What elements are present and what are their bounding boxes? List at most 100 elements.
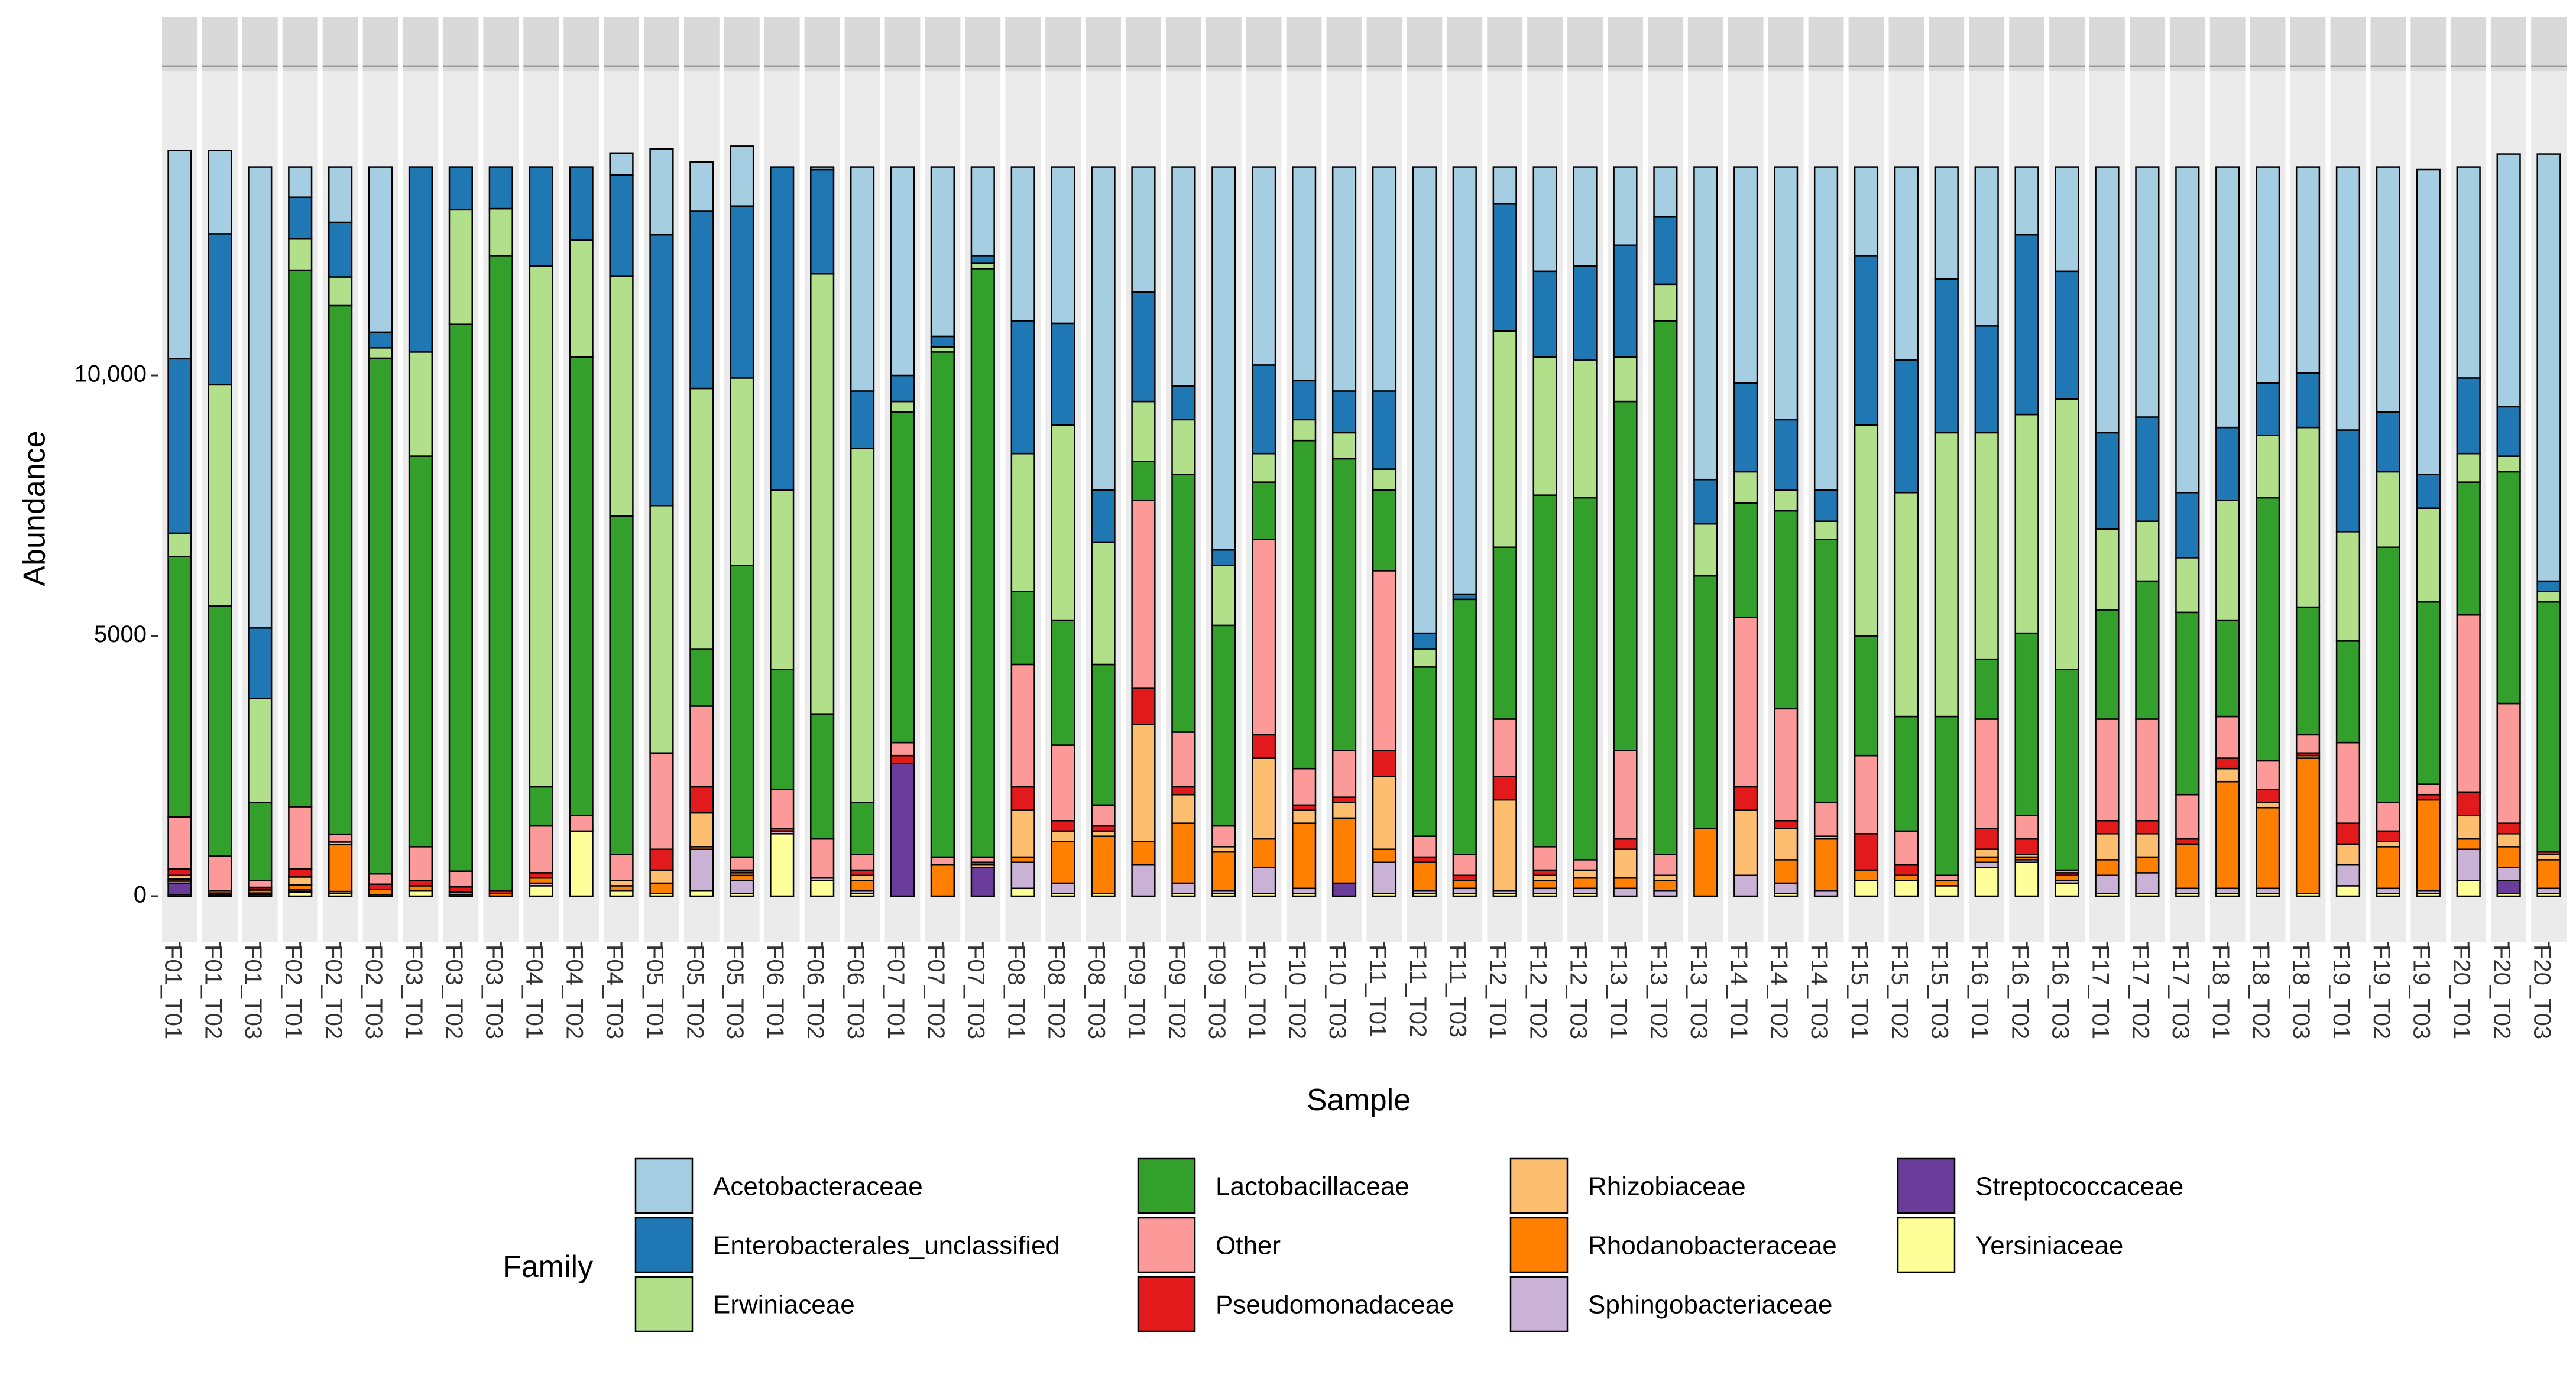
bar-segment-enterobacterales-unclassified xyxy=(1733,382,1758,473)
bar-segment-pseudomonadaceae xyxy=(2496,822,2521,835)
bar-segment-other xyxy=(1934,874,1959,881)
bar-segment-rhodanobacteraceae xyxy=(1051,841,1075,884)
facet-strip-header xyxy=(1687,17,1723,71)
bar-segment-erwiniaceae xyxy=(1532,356,1557,496)
bar-segment-pseudomonadaceae xyxy=(1974,828,1999,850)
bar-segment-acetobacteraceae xyxy=(368,166,393,333)
x-tick-label: F14_T03 xyxy=(1806,945,1832,1039)
x-tick-label: F09_T01 xyxy=(1123,945,1149,1039)
bar-segment-rhodanobacteraceae xyxy=(2295,757,2321,894)
bar-segment-rhodanobacteraceae xyxy=(2256,806,2280,890)
bar-segment-erwiniaceae xyxy=(1934,432,1959,718)
x-tick-label: F20_T03 xyxy=(2529,945,2555,1039)
bar-segment-lactobacillaceae xyxy=(167,556,192,818)
bar-segment-other xyxy=(1131,500,1156,689)
x-tick-label: F03_T01 xyxy=(401,945,427,1039)
facet-strip-header xyxy=(563,17,600,71)
bar-segment-other xyxy=(1492,718,1517,777)
x-tick-label: F16_T01 xyxy=(1967,945,1993,1039)
bar-segment-other xyxy=(770,789,795,829)
bar-segment-enterobacterales-unclassified xyxy=(1091,489,1116,543)
x-tick-label: F07_T02 xyxy=(923,945,949,1039)
bar-segment-acetobacteraceae xyxy=(1653,166,1678,218)
bar-segment-yersiniaceae xyxy=(1934,885,1959,897)
bar-segment-enterobacterales-unclassified xyxy=(288,196,313,240)
bar-segment-lactobacillaceae xyxy=(1813,539,1839,803)
bar-segment-pseudomonadaceae xyxy=(649,848,674,871)
bar-segment-sphingobacteriaceae xyxy=(2135,872,2160,894)
bar-segment-erwiniaceae xyxy=(1372,468,1397,491)
bar-segment-acetobacteraceae xyxy=(2456,166,2481,379)
x-tick-label: F07_T01 xyxy=(883,945,909,1039)
bar-segment-erwiniaceae xyxy=(2536,591,2561,603)
bar-segment-pseudomonadaceae xyxy=(2175,838,2200,845)
bar-segment-acetobacteraceae xyxy=(1613,166,1638,246)
bar-segment-other xyxy=(1412,835,1437,858)
bar-segment-rhodanobacteraceae xyxy=(1252,838,1276,868)
facet-strip-header xyxy=(1768,17,1804,71)
x-tick-label: F07_T03 xyxy=(963,945,989,1039)
facet-strip-header xyxy=(1045,17,1081,71)
x-tick-label: F10_T01 xyxy=(1244,945,1270,1039)
bar-segment-lactobacillaceae xyxy=(1774,510,1799,710)
bar-segment-erwiniaceae xyxy=(248,697,273,803)
bar-segment-rhodanobacteraceae xyxy=(1934,880,1959,887)
bar-segment-erwiniaceae xyxy=(1252,452,1276,483)
x-tick-label: F02_T02 xyxy=(320,945,346,1039)
x-tick-label: F08_T03 xyxy=(1083,945,1109,1039)
bar-segment-rhizobiaceae xyxy=(1974,848,1999,858)
bar-segment-rhodanobacteraceae xyxy=(1372,848,1397,863)
bar-segment-lactobacillaceae xyxy=(448,323,473,872)
bar-segment-acetobacteraceae xyxy=(1733,166,1758,384)
legend-label-other: Other xyxy=(1216,1231,1281,1260)
bar-segment-rhodanobacteraceae xyxy=(1894,874,1919,881)
bar-segment-pseudomonadaceae xyxy=(1452,874,1477,881)
bar-segment-acetobacteraceae xyxy=(1211,166,1236,551)
bar-segment-rhizobiaceae xyxy=(1010,809,1035,858)
bar-segment-erwiniaceae xyxy=(2135,520,2160,582)
bar-segment-lactobacillaceae xyxy=(529,786,553,827)
bar-segment-erwiniaceae xyxy=(328,276,353,307)
bar-segment-rhizobiaceae xyxy=(1131,724,1156,842)
bar-segment-enterobacterales-unclassified xyxy=(248,627,273,699)
bar-segment-sphingobacteriaceae xyxy=(1252,867,1276,894)
bar-segment-sphingobacteriaceae xyxy=(1372,861,1397,894)
bar-segment-rhizobiaceae xyxy=(1292,809,1317,824)
bar-segment-pseudomonadaceae xyxy=(1010,786,1035,811)
bar-segment-lactobacillaceae xyxy=(1492,546,1517,720)
bar-segment-pseudomonadaceae xyxy=(2135,820,2160,835)
bar-segment-rhizobiaceae xyxy=(1653,874,1678,881)
bar-segment-enterobacterales-unclassified xyxy=(1934,278,1959,434)
bar-segment-pseudomonadaceae xyxy=(890,754,915,764)
bar-segment-streptococcaceae xyxy=(890,763,915,897)
bar-segment-lactobacillaceae xyxy=(569,356,594,816)
bar-segment-pseudomonadaceae xyxy=(1733,786,1758,811)
bar-segment-lactobacillaceae xyxy=(488,255,513,892)
x-tick-label: F06_T02 xyxy=(802,945,828,1039)
legend-label-lactobacillaceae: Lactobacillaceae xyxy=(1216,1172,1409,1201)
bar-segment-rhodanobacteraceae xyxy=(288,884,313,891)
bar-segment-enterobacterales-unclassified xyxy=(2295,372,2321,429)
bar-segment-rhodanobacteraceae xyxy=(408,885,433,892)
bar-segment-sphingobacteriaceae xyxy=(730,880,754,894)
bar-segment-erwiniaceae xyxy=(649,505,674,754)
bar-segment-pseudomonadaceae xyxy=(1372,750,1397,777)
x-tick-label: F18_T02 xyxy=(2248,945,2274,1039)
bar-segment-enterobacterales-unclassified xyxy=(1653,216,1678,286)
bar-segment-rhizobiaceae xyxy=(2215,767,2240,783)
bar-segment-erwiniaceae xyxy=(1051,424,1075,621)
bar-segment-rhodanobacteraceae xyxy=(1091,835,1116,894)
bar-segment-yersiniaceae xyxy=(1974,867,1999,897)
legend-key-pseudomonadaceae xyxy=(1137,1276,1196,1332)
bar-segment-acetobacteraceae xyxy=(2496,153,2521,408)
bar-segment-erwiniaceae xyxy=(1331,432,1357,460)
x-tick-label: F04_T01 xyxy=(521,945,547,1039)
bar-segment-rhodanobacteraceae xyxy=(730,874,754,881)
bar-segment-erwiniaceae xyxy=(488,207,513,257)
x-tick-label: F08_T02 xyxy=(1044,945,1070,1039)
bar-segment-other xyxy=(1252,539,1276,736)
bar-segment-rhodanobacteraceae xyxy=(850,880,875,892)
bar-segment-lactobacillaceae xyxy=(2055,669,2079,871)
y-tick-label: 10,000 xyxy=(74,361,147,387)
legend-label-acetobacteraceae: Acetobacteraceae xyxy=(713,1172,923,1201)
